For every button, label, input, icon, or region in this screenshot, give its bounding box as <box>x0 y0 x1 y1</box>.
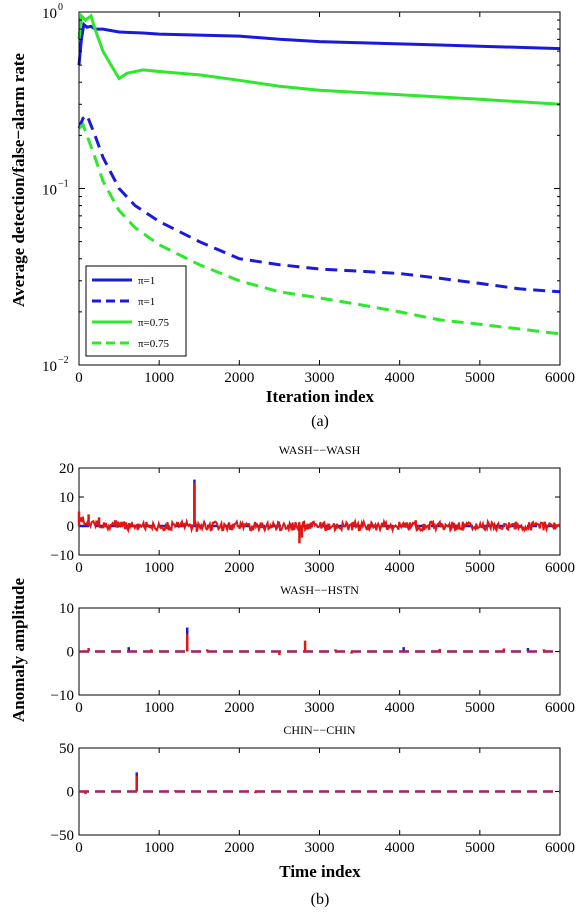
panel-a-y-tick-base: 10 <box>42 183 57 199</box>
panel-b3-x-tick-label: 4000 <box>385 840 415 856</box>
panel-b1-y-tick-label: 10 <box>59 490 74 506</box>
panel-b2-x-tick-label: 4000 <box>385 700 415 716</box>
panel-a-x-tick-label: 4000 <box>385 370 415 386</box>
panel-b2-x-tick-label: 6000 <box>545 700 575 716</box>
legend-label-0: π=1 <box>138 275 155 287</box>
panel-a-x-tick-label: 6000 <box>545 370 575 386</box>
panel-b: 0 1000 2000 3000 4000 5000 600020100−10WASH−−W… <box>9 443 575 908</box>
panel-b2-x-tick-label: 0 <box>75 700 83 716</box>
panel-b1-frame <box>79 468 560 555</box>
panel-a-x-axis-title: Iteration index <box>266 387 375 406</box>
panel-b3-x-tick-label: 6000 <box>545 840 575 856</box>
panel-b1-x-tick-label: 4000 <box>385 560 415 576</box>
panel-b3-y-tick-label: 50 <box>59 741 74 757</box>
panel-b2-y-tick-label: −10 <box>51 688 74 704</box>
panel-b3-x-tick-label: 1000 <box>144 840 174 856</box>
panel-a-y-tick-exp: −1 <box>58 179 69 190</box>
panel-b1-y-tick-label: −10 <box>51 548 74 564</box>
panel-b3: 0 1000 2000 3000 4000 5000 6000500−50CHIN−−CHI… <box>51 723 575 856</box>
panel-b3-y-tick-label: 0 <box>67 785 75 801</box>
panel-b2-x-tick-label: 5000 <box>465 700 495 716</box>
panel-a-x-tick-label: 1000 <box>144 370 174 386</box>
panel-b2-title: WASH−−HSTN <box>280 583 359 597</box>
panel-a-series-line-1 <box>79 115 560 291</box>
panel-b-y-axis-title: Anomaly amplitude <box>9 578 28 722</box>
panel-b1-y-tick-label: 0 <box>67 519 75 535</box>
panel-a-y-axis-title: Average detection/false−alarm rate <box>9 53 28 307</box>
panel-b2-y-tick-label: 0 <box>67 645 75 661</box>
panel-b3-x-tick-label: 5000 <box>465 840 495 856</box>
panel-b1-x-tick-label: 5000 <box>465 560 495 576</box>
panel-b2-x-tick-label: 3000 <box>305 700 335 716</box>
panel-a-legend: π=1 π=1 π=0.75 π=0.75 <box>86 266 186 356</box>
panel-b1-series-noise-1 <box>79 517 560 531</box>
panel-b1-x-tick-label: 0 <box>75 560 83 576</box>
panel-b3-x-tick-label: 2000 <box>224 840 254 856</box>
panel-a-series-line-0 <box>79 25 560 66</box>
legend-label-3: π=0.75 <box>138 338 170 350</box>
panel-b1-x-tick-label: 1000 <box>144 560 174 576</box>
panel-a-y-tick-exp: 0 <box>58 2 63 13</box>
panel-a-y-tick-base: 10 <box>42 359 57 375</box>
legend-label-1: π=1 <box>138 296 155 308</box>
panel-a-x-tick-label: 5000 <box>465 370 495 386</box>
panel-a-x-tick-label: 3000 <box>305 370 335 386</box>
legend-label-2: π=0.75 <box>138 317 170 329</box>
panel-b2-x-tick-label: 2000 <box>224 700 254 716</box>
panel-b3-y-tick-label: −50 <box>51 828 74 844</box>
panel-b1-x-tick-label: 2000 <box>224 560 254 576</box>
panel-a-x-tick-label: 0 <box>75 370 83 386</box>
panel-b2: 0 1000 2000 3000 4000 5000 6000100−10WASH−−HST… <box>51 583 575 716</box>
panel-b1-x-tick-label: 3000 <box>305 560 335 576</box>
panel-a-x-tick-label: 2000 <box>224 370 254 386</box>
panel-b1-x-tick-label: 6000 <box>545 560 575 576</box>
caption-a: (a) <box>311 413 329 430</box>
panel-b1: 0 1000 2000 3000 4000 5000 600020100−10WASH−−W… <box>51 443 575 576</box>
panel-b1-y-tick-label: 20 <box>59 461 74 477</box>
panel-b3-x-axis-title: Time index <box>279 862 361 881</box>
panel-b2-x-tick-label: 1000 <box>144 700 174 716</box>
panel-b3-x-tick-label: 3000 <box>305 840 335 856</box>
panel-a-y-tick-base: 10 <box>42 6 57 22</box>
panel-a-y-tick-exp: −2 <box>58 355 69 366</box>
panel-b3-title: CHIN−−CHIN <box>283 723 356 737</box>
panel-a-series-line-2 <box>79 16 560 104</box>
caption-b: (b) <box>311 891 330 908</box>
panel-b3-x-tick-label: 0 <box>75 840 83 856</box>
panel-b1-title: WASH−−WASH <box>279 443 361 457</box>
panel-b2-y-tick-label: 10 <box>59 601 74 617</box>
